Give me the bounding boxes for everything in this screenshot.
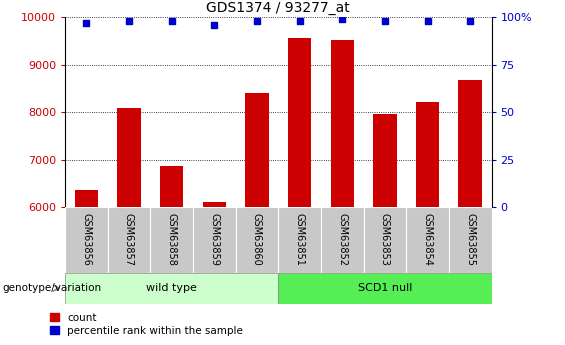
Bar	[65, 207, 107, 273]
Text: GSM63860: GSM63860	[252, 214, 262, 266]
Bar	[193, 207, 236, 273]
Bar	[331, 40, 354, 207]
Point	[253, 18, 262, 24]
Point	[210, 22, 219, 28]
Bar	[288, 38, 311, 207]
Text: wild type: wild type	[146, 283, 197, 293]
Bar	[364, 207, 406, 273]
Point	[167, 18, 176, 24]
Text: GSM63858: GSM63858	[167, 213, 177, 266]
Point	[466, 18, 475, 24]
Bar	[65, 273, 278, 304]
Text: genotype/variation: genotype/variation	[3, 283, 102, 293]
Text: GSM63855: GSM63855	[465, 213, 475, 266]
Text: GSM63854: GSM63854	[423, 213, 433, 266]
Point	[338, 16, 347, 22]
Text: SCD1 null: SCD1 null	[358, 283, 412, 293]
Bar	[107, 207, 150, 273]
Text: GSM63857: GSM63857	[124, 213, 134, 266]
Legend: count, percentile rank within the sample: count, percentile rank within the sample	[50, 313, 243, 336]
Bar	[236, 207, 278, 273]
Bar	[416, 102, 440, 207]
Bar	[321, 207, 364, 273]
Point	[380, 18, 389, 24]
Bar	[75, 190, 98, 207]
Bar	[373, 115, 397, 207]
Bar	[279, 207, 321, 273]
Point	[124, 18, 133, 24]
Bar	[150, 207, 193, 273]
Bar	[449, 207, 492, 273]
Bar	[117, 108, 141, 207]
Bar	[245, 93, 269, 207]
Bar	[279, 273, 492, 304]
Point	[423, 18, 432, 24]
Bar	[458, 80, 482, 207]
Text: GSM63852: GSM63852	[337, 213, 347, 266]
Bar	[406, 207, 449, 273]
Text: GSM63856: GSM63856	[81, 213, 92, 266]
Text: GSM63851: GSM63851	[294, 213, 305, 266]
Bar	[202, 202, 226, 207]
Point	[295, 18, 304, 24]
Bar	[160, 166, 184, 207]
Title: GDS1374 / 93277_at: GDS1374 / 93277_at	[206, 1, 350, 15]
Point	[82, 20, 91, 26]
Text: GSM63853: GSM63853	[380, 213, 390, 266]
Text: GSM63859: GSM63859	[209, 213, 219, 266]
